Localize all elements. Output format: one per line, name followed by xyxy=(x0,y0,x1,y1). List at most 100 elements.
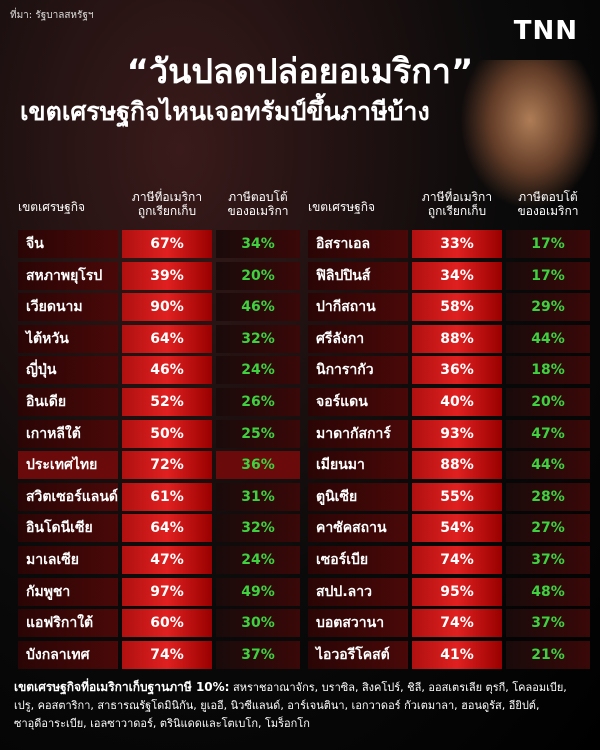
column-header: เขตเศรษฐกิจ xyxy=(18,200,86,214)
economy: บังกลาเทศ xyxy=(18,640,118,669)
title: “วันปลดปล่อยอเมริกา” xyxy=(126,52,474,92)
reciprocal-tariff: 34% xyxy=(216,230,300,258)
economy: สวิตเซอร์แลนด์ xyxy=(18,482,118,511)
table-row: เกาหลีใต้ 50% 25% xyxy=(18,419,300,448)
logo: TNN xyxy=(513,16,578,46)
column-header: ภาษีที่อเมริกา ถูกเรียกเก็บ xyxy=(131,190,203,218)
reciprocal-tariff: 32% xyxy=(216,514,300,543)
table-row: แอฟริกาใต้ 60% 30% xyxy=(18,609,300,638)
reciprocal-tariff: 30% xyxy=(216,609,300,638)
reciprocal-tariff: 36% xyxy=(216,451,300,480)
economy: อินเดีย xyxy=(18,388,118,416)
us-tariff-charged: 52% xyxy=(122,388,212,416)
us-tariff-charged: 88% xyxy=(412,324,502,353)
us-tariff-charged: 74% xyxy=(412,609,502,638)
table-row: ประเทศไทย 72% 36% xyxy=(18,451,300,480)
table-row: ฟิลิปปินส์ 34% 17% xyxy=(308,261,590,290)
us-tariff-charged: 74% xyxy=(122,640,212,669)
column-header: ภาษีตอบโต้ ของอเมริกา xyxy=(227,190,289,218)
economy: บอตสวานา xyxy=(308,609,408,638)
us-tariff-charged: 36% xyxy=(412,356,502,385)
footer-text: สหราชอาณาจักร, บราซิล, สิงคโปร์, ชิลี, อ… xyxy=(14,681,567,730)
reciprocal-tariff: 46% xyxy=(216,293,300,322)
us-tariff-charged: 61% xyxy=(122,482,212,511)
table-row: สหภาพยุโรป 39% 20% xyxy=(18,261,300,290)
economy: เวียดนาม xyxy=(18,293,118,322)
reciprocal-tariff: 20% xyxy=(506,388,590,416)
table-row: บังกลาเทศ 74% 37% xyxy=(18,640,300,669)
column-header: ภาษีตอบโต้ ของอเมริกา xyxy=(517,190,579,218)
reciprocal-tariff: 25% xyxy=(216,419,300,448)
reciprocal-tariff: 27% xyxy=(506,514,590,543)
economy: สปป.ลาว xyxy=(308,577,408,606)
reciprocal-tariff: 44% xyxy=(506,324,590,353)
economy: ประเทศไทย xyxy=(18,451,118,480)
reciprocal-tariff: 18% xyxy=(506,356,590,385)
table-row: ศรีลังกา 88% 44% xyxy=(308,324,590,353)
economy: สหภาพยุโรป xyxy=(18,261,118,290)
economy: อินโดนีเซีย xyxy=(18,514,118,543)
table-row: อิสราเอล 33% 17% xyxy=(308,230,590,258)
economy: เกาหลีใต้ xyxy=(18,419,118,448)
footer-label: เขตเศรษฐกิจที่อเมริกาเก็บฐานภาษี 10%: xyxy=(14,680,230,694)
us-tariff-charged: 93% xyxy=(412,419,502,448)
photo xyxy=(460,60,600,210)
reciprocal-tariff: 20% xyxy=(216,261,300,290)
table-row: มาเลเซีย 47% 24% xyxy=(18,546,300,574)
reciprocal-tariff: 32% xyxy=(216,324,300,353)
economy: ฟิลิปปินส์ xyxy=(308,261,408,290)
economy: ตูนิเซีย xyxy=(308,482,408,511)
economy: ปากีสถาน xyxy=(308,293,408,322)
reciprocal-tariff: 37% xyxy=(216,640,300,669)
reciprocal-tariff: 37% xyxy=(506,546,590,574)
economy: มาเลเซีย xyxy=(18,546,118,574)
us-tariff-charged: 95% xyxy=(412,577,502,606)
table-row: บอตสวานา 74% 37% xyxy=(308,609,590,638)
us-tariff-charged: 67% xyxy=(122,230,212,258)
us-tariff-charged: 55% xyxy=(412,482,502,511)
table-row: ไอวอรีโคสต์ 41% 21% xyxy=(308,640,590,669)
economy: จอร์แดน xyxy=(308,388,408,416)
economy: ญี่ปุ่น xyxy=(18,356,118,385)
table-row: คาซัคสถาน 54% 27% xyxy=(308,514,590,543)
table-row: อินโดนีเซีย 64% 32% xyxy=(18,514,300,543)
us-tariff-charged: 54% xyxy=(412,514,502,543)
table-row: กัมพูชา 97% 49% xyxy=(18,577,300,606)
economy: เซอร์เบีย xyxy=(308,546,408,574)
table-row: ตูนิเซีย 55% 28% xyxy=(308,482,590,511)
reciprocal-tariff: 49% xyxy=(216,577,300,606)
economy: มาดากัสการ์ xyxy=(308,419,408,448)
economy: คาซัคสถาน xyxy=(308,514,408,543)
us-tariff-charged: 74% xyxy=(412,546,502,574)
us-tariff-charged: 39% xyxy=(122,261,212,290)
reciprocal-tariff: 21% xyxy=(506,640,590,669)
us-tariff-charged: 50% xyxy=(122,419,212,448)
us-tariff-charged: 40% xyxy=(412,388,502,416)
economy: ไอวอรีโคสต์ xyxy=(308,640,408,669)
subtitle: เขตเศรษฐกิจไหนเจอทรัมป์ขึ้นภาษีบ้าง xyxy=(20,97,430,126)
reciprocal-tariff: 24% xyxy=(216,356,300,385)
reciprocal-tariff: 24% xyxy=(216,546,300,574)
source: ที่มา: รัฐบาลสหรัฐฯ xyxy=(10,10,94,21)
economy: อิสราเอล xyxy=(308,230,408,258)
table-row: จอร์แดน 40% 20% xyxy=(308,388,590,416)
us-tariff-charged: 72% xyxy=(122,451,212,480)
table-row: เมียนมา 88% 44% xyxy=(308,451,590,480)
us-tariff-charged: 90% xyxy=(122,293,212,322)
us-tariff-charged: 34% xyxy=(412,261,502,290)
reciprocal-tariff: 17% xyxy=(506,230,590,258)
reciprocal-tariff: 37% xyxy=(506,609,590,638)
reciprocal-tariff: 31% xyxy=(216,482,300,511)
reciprocal-tariff: 44% xyxy=(506,451,590,480)
us-tariff-charged: 97% xyxy=(122,577,212,606)
economy: นิการากัว xyxy=(308,356,408,385)
economy: ไต้หวัน xyxy=(18,324,118,353)
reciprocal-tariff: 26% xyxy=(216,388,300,416)
us-tariff-charged: 58% xyxy=(412,293,502,322)
us-tariff-charged: 47% xyxy=(122,546,212,574)
table-row: จีน 67% 34% xyxy=(18,230,300,258)
us-tariff-charged: 64% xyxy=(122,514,212,543)
economy: แอฟริกาใต้ xyxy=(18,609,118,638)
us-tariff-charged: 46% xyxy=(122,356,212,385)
reciprocal-tariff: 29% xyxy=(506,293,590,322)
